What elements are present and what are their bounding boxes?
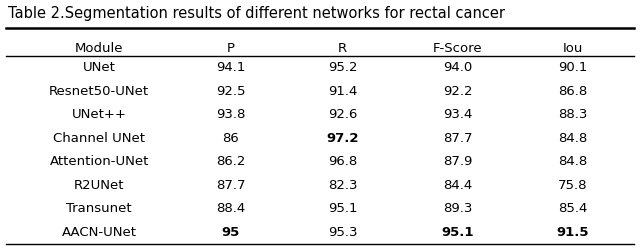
Text: Iou: Iou (563, 42, 583, 54)
Text: 86: 86 (222, 132, 239, 145)
Text: 86.2: 86.2 (216, 155, 245, 168)
Text: 87.7: 87.7 (216, 179, 245, 192)
Text: 86.8: 86.8 (558, 85, 588, 98)
Text: 88.3: 88.3 (558, 108, 588, 121)
Text: AACN-UNet: AACN-UNet (61, 226, 137, 239)
Text: 75.8: 75.8 (558, 179, 588, 192)
Text: Resnet50-UNet: Resnet50-UNet (49, 85, 149, 98)
Text: 84.4: 84.4 (443, 179, 472, 192)
Text: R: R (338, 42, 347, 54)
Text: P: P (227, 42, 234, 54)
Text: 94.1: 94.1 (216, 61, 245, 74)
Text: Module: Module (75, 42, 124, 54)
Text: 90.1: 90.1 (558, 61, 588, 74)
Text: 87.7: 87.7 (443, 132, 472, 145)
Text: 95.1: 95.1 (442, 226, 474, 239)
Text: 85.4: 85.4 (558, 202, 588, 215)
Text: 91.4: 91.4 (328, 85, 357, 98)
Text: 93.4: 93.4 (443, 108, 472, 121)
Text: 82.3: 82.3 (328, 179, 357, 192)
Text: 92.6: 92.6 (328, 108, 357, 121)
Text: UNet: UNet (83, 61, 116, 74)
Text: R2UNet: R2UNet (74, 179, 124, 192)
Text: Transunet: Transunet (67, 202, 132, 215)
Text: 92.5: 92.5 (216, 85, 245, 98)
Text: 88.4: 88.4 (216, 202, 245, 215)
Text: 95.1: 95.1 (328, 202, 357, 215)
Text: Channel UNet: Channel UNet (53, 132, 145, 145)
Text: 93.8: 93.8 (216, 108, 245, 121)
Text: Table 2.Segmentation results of different networks for rectal cancer: Table 2.Segmentation results of differen… (8, 6, 505, 21)
Text: 91.5: 91.5 (557, 226, 589, 239)
Text: 94.0: 94.0 (443, 61, 472, 74)
Text: 95.2: 95.2 (328, 61, 357, 74)
Text: F-Score: F-Score (433, 42, 483, 54)
Text: 95: 95 (221, 226, 239, 239)
Text: 84.8: 84.8 (558, 155, 588, 168)
Text: 95.3: 95.3 (328, 226, 357, 239)
Text: 89.3: 89.3 (443, 202, 472, 215)
Text: Attention-UNet: Attention-UNet (49, 155, 149, 168)
Text: 84.8: 84.8 (558, 132, 588, 145)
Text: 96.8: 96.8 (328, 155, 357, 168)
Text: UNet++: UNet++ (72, 108, 127, 121)
Text: 97.2: 97.2 (326, 132, 358, 145)
Text: 92.2: 92.2 (443, 85, 472, 98)
Text: 87.9: 87.9 (443, 155, 472, 168)
